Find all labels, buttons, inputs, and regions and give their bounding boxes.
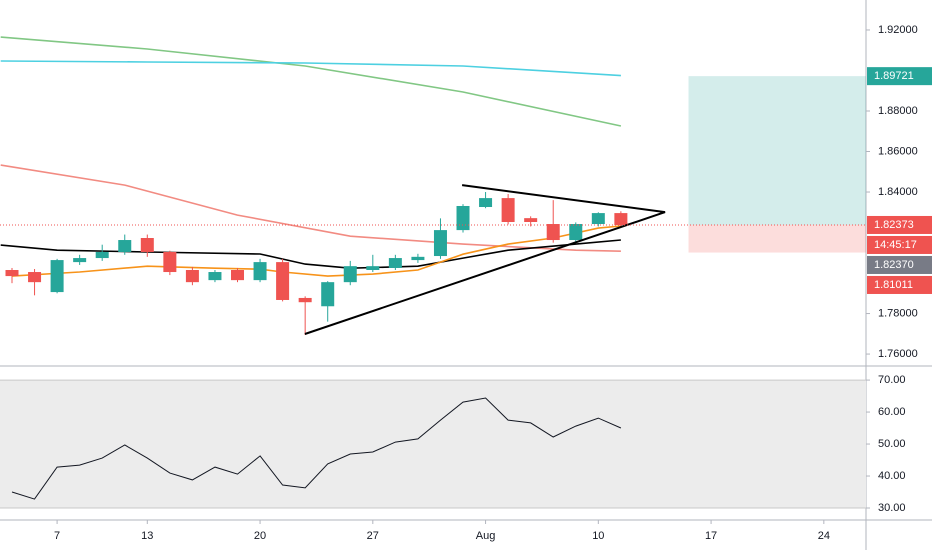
candle-body xyxy=(50,260,64,293)
moving-average xyxy=(0,36,622,127)
countdown-label: 14:45:17 xyxy=(874,239,917,251)
candle-body xyxy=(185,270,199,283)
candle-body xyxy=(501,198,515,222)
moving-average xyxy=(0,60,621,77)
candle-body xyxy=(5,270,19,277)
x-tick-label: 7 xyxy=(54,530,60,542)
rsi-line xyxy=(11,397,622,500)
moving-average xyxy=(0,239,621,270)
price-label: 1.89721 xyxy=(874,70,914,82)
candle-body xyxy=(411,256,425,261)
candle-body xyxy=(569,224,583,241)
candle-body xyxy=(524,218,538,222)
price-label: 1.81011 xyxy=(874,279,913,291)
candle-body xyxy=(388,258,402,268)
price-label: 1.82373 xyxy=(874,219,914,231)
candle-body xyxy=(140,237,154,252)
candle-body xyxy=(366,266,380,271)
candle-body xyxy=(546,224,560,241)
candle-body xyxy=(163,251,177,273)
y-tick-label: 40.00 xyxy=(878,470,906,482)
y-tick-label: 30.00 xyxy=(878,502,906,514)
y-tick-label: 70.00 xyxy=(878,374,906,386)
trend-line xyxy=(461,184,666,214)
candle-body xyxy=(433,230,447,257)
x-tick-label: 17 xyxy=(705,530,717,542)
rsi-band xyxy=(0,380,866,509)
candle-body xyxy=(321,282,335,307)
y-tick-label: 50.00 xyxy=(878,438,906,450)
y-tick-label: 60.00 xyxy=(878,406,906,418)
candle-body xyxy=(208,272,222,281)
price-label-bg xyxy=(867,255,932,274)
candle-body xyxy=(253,262,267,281)
moving-average xyxy=(0,164,621,252)
y-tick-label: 1.76000 xyxy=(878,348,918,360)
candle-body xyxy=(118,240,132,252)
price-label-bg xyxy=(867,275,932,294)
candle-body xyxy=(479,198,493,208)
x-tick-label: 24 xyxy=(818,530,830,542)
position-loss-zone xyxy=(688,224,866,253)
price-label-bg xyxy=(867,215,932,234)
candle-body xyxy=(591,213,605,225)
y-tick-label: 1.88000 xyxy=(878,105,918,117)
candle-body xyxy=(456,205,470,231)
x-tick-label: 10 xyxy=(592,530,604,542)
x-tick-label: 20 xyxy=(254,530,266,542)
x-tick-label: Aug xyxy=(476,530,496,542)
candle-body xyxy=(95,251,109,259)
price-label-bg xyxy=(867,67,932,86)
countdown-label-bg xyxy=(867,235,932,254)
candle-body xyxy=(28,272,42,283)
y-tick-label: 1.78000 xyxy=(878,307,918,319)
candle-body xyxy=(614,213,628,226)
position-profit-zone xyxy=(688,76,866,225)
y-tick-label: 1.86000 xyxy=(878,145,918,157)
x-tick-label: 27 xyxy=(367,530,379,542)
y-tick-label: 1.92000 xyxy=(878,24,918,36)
x-tick-label: 13 xyxy=(141,530,153,542)
trend-line xyxy=(304,211,666,335)
candle-body xyxy=(231,270,245,281)
candle-body xyxy=(276,262,290,300)
candle-body xyxy=(73,258,87,263)
candle-body xyxy=(343,266,357,283)
y-tick-label: 1.84000 xyxy=(878,186,918,198)
candle-body xyxy=(298,297,312,303)
price-label: 1.82370 xyxy=(874,259,914,271)
